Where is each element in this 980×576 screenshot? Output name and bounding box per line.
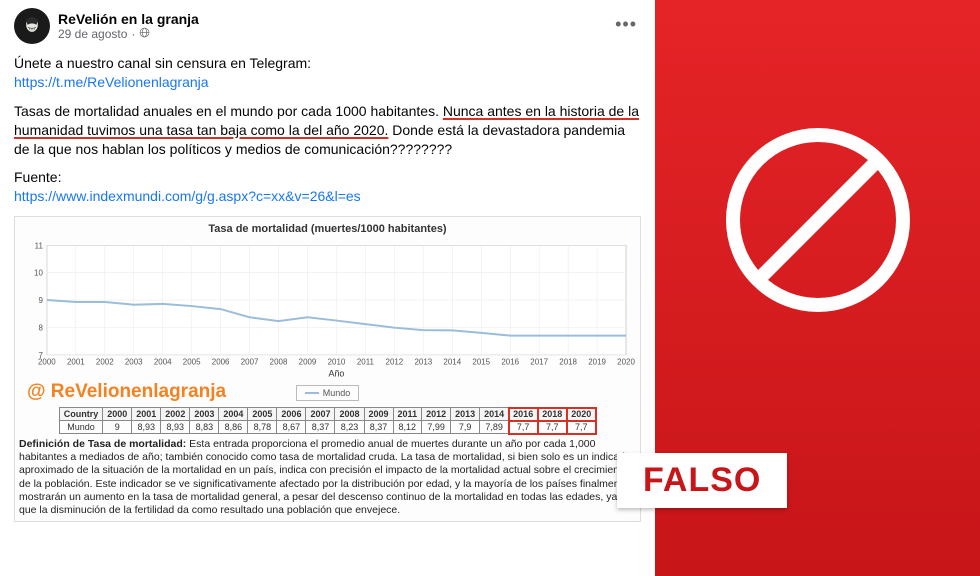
svg-text:2017: 2017 <box>530 358 548 367</box>
svg-text:2007: 2007 <box>241 358 259 367</box>
svg-text:2009: 2009 <box>299 358 317 367</box>
verdict-label: FALSO <box>617 453 787 508</box>
svg-text:2001: 2001 <box>67 358 85 367</box>
svg-text:11: 11 <box>35 242 44 251</box>
svg-text:2014: 2014 <box>443 358 461 367</box>
svg-text:10: 10 <box>34 269 43 278</box>
source-label: Fuente: <box>14 169 61 185</box>
legend-label: Mundo <box>323 388 351 398</box>
text-before: Tasas de mortalidad anuales en el mundo … <box>14 103 443 119</box>
svg-text:2006: 2006 <box>212 358 230 367</box>
svg-text:2018: 2018 <box>559 358 577 367</box>
svg-text:2016: 2016 <box>501 358 519 367</box>
page-name[interactable]: ReVelión en la granja <box>58 11 199 27</box>
svg-text:2020: 2020 <box>617 358 635 367</box>
post-date[interactable]: 29 de agosto <box>58 27 127 41</box>
svg-text:2012: 2012 <box>386 358 404 367</box>
intro-text: Únete a nuestro canal sin censura en Tel… <box>14 55 311 71</box>
facebook-post: ReVelión en la granja 29 de agosto · •••… <box>0 0 655 576</box>
avatar[interactable] <box>14 8 50 44</box>
definition-label: Definición de Tasa de mortalidad: <box>19 438 186 450</box>
svg-text:2013: 2013 <box>414 358 432 367</box>
chart-title: Tasa de mortalidad (muertes/1000 habitan… <box>19 223 636 235</box>
svg-text:2011: 2011 <box>357 358 375 367</box>
chart-embed: Tasa de mortalidad (muertes/1000 habitan… <box>14 216 641 522</box>
svg-text:2003: 2003 <box>125 358 143 367</box>
mask-icon <box>19 13 45 39</box>
svg-text:9: 9 <box>38 296 43 305</box>
post-header: ReVelión en la granja 29 de agosto · ••• <box>14 8 641 44</box>
legend-swatch <box>305 392 319 394</box>
svg-text:2010: 2010 <box>328 358 346 367</box>
svg-text:2019: 2019 <box>588 358 606 367</box>
post-meta: 29 de agosto · <box>58 27 199 41</box>
svg-text:2005: 2005 <box>183 358 201 367</box>
definition: Definición de Tasa de mortalidad: Esta e… <box>19 438 636 517</box>
prohibition-icon <box>718 120 918 320</box>
svg-text:2000: 2000 <box>38 358 56 367</box>
mortality-chart: 7891011200020012002200320042005200620072… <box>19 239 636 379</box>
data-table: Country200020012002200320042005200620072… <box>59 407 597 434</box>
globe-icon <box>139 27 150 41</box>
more-options-button[interactable]: ••• <box>615 14 637 35</box>
post-body: Únete a nuestro canal sin censura en Tel… <box>14 54 641 206</box>
svg-text:8: 8 <box>38 324 43 333</box>
verdict-overlay: FALSO <box>655 0 980 576</box>
svg-text:Año: Año <box>329 369 345 379</box>
source-link[interactable]: https://www.indexmundi.com/g/g.aspx?c=xx… <box>14 188 361 204</box>
telegram-link[interactable]: https://t.me/ReVelionenlagranja <box>14 74 209 90</box>
svg-text:2015: 2015 <box>472 358 490 367</box>
svg-text:2002: 2002 <box>96 358 114 367</box>
svg-text:2008: 2008 <box>270 358 288 367</box>
main-text: Tasas de mortalidad anuales en el mundo … <box>14 102 641 159</box>
svg-text:2004: 2004 <box>154 358 172 367</box>
